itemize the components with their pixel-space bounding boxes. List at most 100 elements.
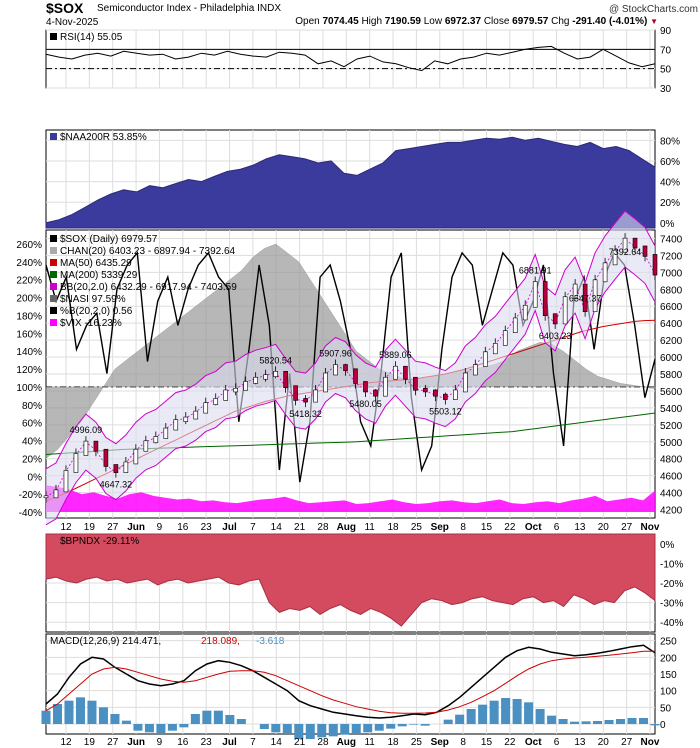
macd-histogram-bar — [52, 704, 63, 724]
macd-tick-label: 200 — [660, 653, 677, 664]
candle-body — [582, 283, 588, 313]
price-tick-label: 6600 — [660, 302, 683, 313]
price-annotation: 5503.12 — [429, 407, 462, 417]
pct-tick-label: 160% — [16, 329, 42, 340]
price-tick-label: 7000 — [660, 268, 683, 279]
candle-body — [203, 402, 209, 414]
bpndx-area — [45, 533, 656, 627]
close-label: Close — [483, 16, 510, 27]
price-tick-label: 6200 — [660, 336, 683, 347]
x-tick-label: 6 — [554, 737, 560, 748]
price-tick-label: 4600 — [660, 472, 683, 483]
candle-body — [263, 374, 268, 380]
x-tick-label: 14 — [271, 737, 283, 748]
candle-body — [213, 398, 219, 405]
x-tick-label: Jun — [127, 522, 145, 533]
candle-body — [123, 461, 129, 473]
price-annotation: 7392.64 — [609, 247, 642, 257]
macd-histogram-bar — [512, 699, 522, 724]
candle-body — [532, 281, 538, 308]
naa200r-area — [45, 136, 656, 229]
price-legend-item-swatch — [50, 235, 57, 242]
candle-body — [93, 440, 99, 452]
macd-histogram-bar — [328, 724, 338, 737]
pct-tick-label: 40% — [22, 437, 42, 448]
vix-area — [46, 485, 655, 512]
price-tick-label: 4800 — [660, 455, 683, 466]
x-tick-label: 9 — [157, 737, 163, 748]
x-tick-label: Aug — [337, 737, 356, 748]
macd-histogram-bar — [397, 724, 407, 727]
pct-tick-label: -40% — [19, 508, 42, 519]
candle-body — [522, 304, 528, 321]
x-tick-label: 11 — [364, 737, 375, 748]
high-label: High — [361, 16, 383, 27]
candle-body — [463, 372, 468, 393]
macd-histogram-bar — [133, 724, 143, 731]
chg-label: Chg — [551, 16, 570, 27]
x-tick-label: Nov — [641, 522, 660, 533]
x-tick-label: 13 — [574, 737, 586, 748]
candle-body — [403, 365, 408, 380]
macd-histogram-bar — [547, 715, 557, 724]
candle-body — [482, 351, 488, 367]
pct-tick-label: 220% — [16, 276, 42, 287]
x-tick-label: 23 — [201, 737, 213, 748]
bb-upper-line — [45, 210, 656, 470]
price-legend-item-swatch — [50, 271, 57, 278]
candle-body — [512, 317, 518, 333]
bpndx-tick-label: -20% — [660, 579, 683, 590]
price-tick-label: 6000 — [660, 353, 683, 364]
price-annotation: 5907.96 — [319, 349, 352, 359]
pct-tick-label: 260% — [16, 240, 42, 251]
candle-body — [303, 398, 308, 403]
price-legend-item: BB(20,2.0) 6432.29 - 6917.94 - 7403.59 — [60, 282, 237, 293]
candle-body — [502, 330, 508, 346]
candle-body — [323, 372, 328, 393]
pct-tick-label: 100% — [16, 383, 42, 394]
macd-tick-label: 0 — [660, 720, 666, 731]
candle-body — [652, 254, 658, 276]
candle-body — [273, 371, 278, 377]
macd-histogram-bar — [156, 724, 166, 734]
candle-body — [343, 364, 348, 372]
macd-histogram-bar — [144, 724, 154, 733]
price-tick-label: 5200 — [660, 421, 683, 432]
candle-body — [602, 262, 608, 283]
x-tick-label: Oct — [525, 522, 542, 533]
x-tick-label: 28 — [317, 522, 329, 533]
price-annotation: 5418.32 — [289, 409, 322, 419]
close-value: 6979.57 — [512, 16, 549, 27]
candle-body — [223, 389, 229, 401]
candle-body — [383, 376, 388, 397]
price-tick-label: 4200 — [660, 506, 683, 517]
candle-body — [592, 279, 598, 313]
naa200r-tick-label: 20% — [660, 198, 680, 209]
macd-histogram-bar — [386, 724, 396, 729]
x-tick-label: 16 — [177, 522, 189, 533]
macd-histogram-bar — [638, 718, 649, 724]
open-label: Open — [295, 16, 320, 27]
naa200r-tick-label: 0% — [660, 219, 675, 230]
price-annotation: 6547.37 — [569, 294, 602, 304]
candle-body — [552, 313, 558, 325]
x-tick-label: 20 — [598, 522, 610, 533]
bpndx-tick-label: -10% — [660, 559, 683, 570]
macd-histogram-bar — [535, 709, 545, 724]
macd-histogram-bar — [604, 720, 614, 724]
price-tick-label: 6800 — [660, 285, 683, 296]
candle-body — [413, 376, 418, 391]
bpndx-legend-swatch — [50, 537, 57, 544]
price-tick-label: 5000 — [660, 438, 683, 449]
candle-body — [472, 364, 478, 376]
price-legend-item: $NASI 97.59% — [60, 294, 126, 305]
naa200r-tick-label: 60% — [660, 157, 680, 168]
candle-body — [353, 368, 358, 384]
rsi-panel — [45, 29, 656, 89]
x-tick-label: 18 — [387, 522, 399, 533]
x-tick-label: 19 — [84, 737, 96, 748]
x-tick-label: 20 — [598, 737, 610, 748]
x-tick-label: 18 — [387, 737, 399, 748]
candle-body — [253, 376, 258, 384]
